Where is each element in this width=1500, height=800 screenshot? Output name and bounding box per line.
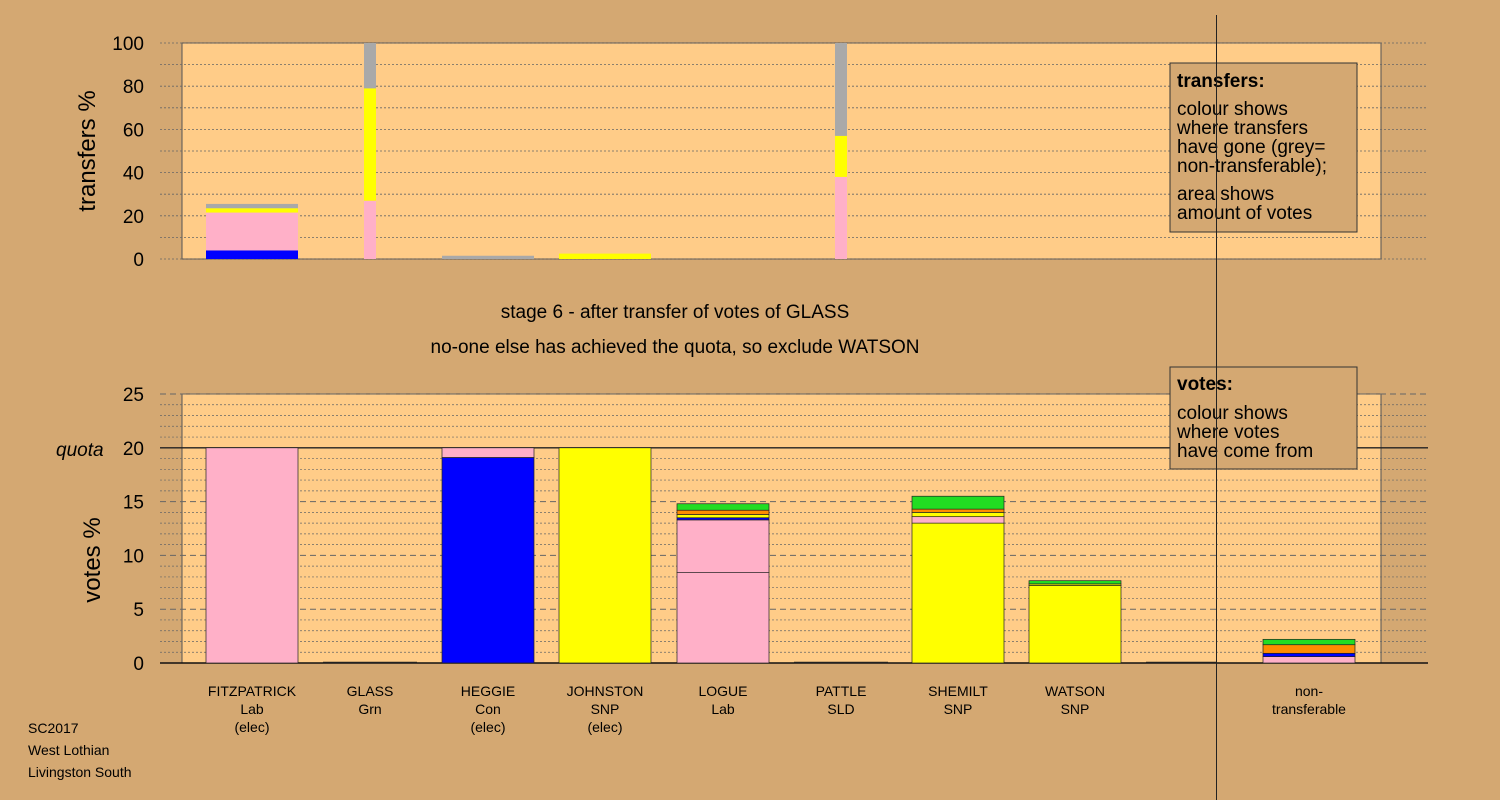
candidate-label: (elec) — [234, 719, 269, 735]
transfer-segment — [206, 203, 298, 209]
transfers-panel: 0 20 40 60 80 100 transfers % transfers: colo… — [74, 34, 1428, 271]
vote-segment — [676, 509, 770, 515]
vote-segment — [1262, 656, 1356, 664]
transfers-legend-line: non-transferable); — [1177, 156, 1327, 177]
votes-legend: votes: colour shows where votes have com… — [1169, 366, 1358, 470]
votes-panel: 0 5 10 15 20 25 FITZPATRICK Lab (elec) GLASS Grn H… — [56, 366, 1428, 735]
candidate-label: JOHNSTON — [567, 683, 644, 699]
transfer-segment — [206, 250, 298, 259]
candidate-label: (elec) — [470, 719, 505, 735]
transfer-segment — [206, 208, 298, 213]
footer-council: West Lothian — [28, 742, 109, 758]
transfers-legend-box — [1169, 62, 1358, 233]
footer-ward: Livingston South — [28, 764, 132, 780]
transfer-segment — [206, 212, 298, 251]
candidate-label: (elec) — [587, 719, 622, 735]
transfers-y-tick-label: 80 — [123, 77, 144, 98]
transfers-y-axis-label: transfers % — [74, 90, 101, 211]
vote-segment — [911, 495, 1005, 510]
vote-segment — [1262, 638, 1356, 646]
transfer-segment — [559, 253, 651, 259]
candidate-label: LOGUE — [698, 683, 747, 699]
transfer-segment — [364, 43, 376, 89]
vote-segment — [676, 572, 770, 664]
transfers-legend-line: colour shows — [1177, 99, 1288, 120]
candidate-label: Con — [475, 701, 501, 717]
transfer-segment — [835, 176, 847, 259]
votes-y-tick-label: 15 — [123, 493, 144, 514]
transfer-segment — [364, 88, 376, 201]
transfers-y-tick-label: 0 — [133, 250, 144, 271]
votes-y-tick-label: 5 — [133, 600, 144, 621]
votes-legend-line: where votes — [1176, 422, 1279, 443]
votes-y-tick-label: 10 — [123, 546, 144, 567]
candidate-label: SNP — [1061, 701, 1090, 717]
vote-segment — [1262, 652, 1356, 657]
transfers-legend-title: transfers: — [1177, 71, 1265, 92]
vote-segment — [1028, 585, 1122, 664]
votes-legend-box — [1169, 366, 1358, 470]
transfers-legend: transfers: colour shows where transfers … — [1169, 62, 1358, 233]
votes-legend-line: colour shows — [1177, 403, 1288, 424]
votes-bars — [205, 447, 1356, 664]
footer-election: SC2017 — [28, 720, 79, 736]
vote-segment — [911, 508, 1005, 513]
vote-segment — [911, 522, 1005, 664]
transfers-y-tick-label: 60 — [123, 120, 144, 141]
vote-segment — [441, 447, 535, 458]
transfers-y-tick-label: 100 — [112, 34, 144, 55]
candidate-label: FITZPATRICK — [208, 683, 297, 699]
candidate-labels: FITZPATRICK Lab (elec) GLASS Grn HEGGIE Con (el… — [208, 683, 1346, 735]
decision-caption: no-one else has achieved the quota, so e… — [431, 337, 920, 358]
stage-caption: stage 6 - after transfer of votes of GLA… — [501, 302, 850, 323]
transfers-y-ticks: 0 20 40 60 80 100 — [112, 34, 144, 271]
transfer-segment — [835, 135, 847, 177]
transfer-segment — [364, 200, 376, 259]
quota-label: quota — [56, 440, 104, 461]
candidate-label: GLASS — [347, 683, 394, 699]
vote-segment — [558, 447, 652, 664]
votes-legend-line: have come from — [1177, 441, 1313, 462]
candidate-label: transferable — [1272, 701, 1346, 717]
candidate-label: non- — [1295, 683, 1323, 699]
vote-segment — [441, 457, 535, 664]
transfers-y-tick-label: 20 — [123, 207, 144, 228]
votes-y-ticks: 0 5 10 15 20 25 — [123, 385, 144, 675]
candidate-label: Grn — [358, 701, 381, 717]
transfers-bars — [206, 43, 847, 259]
candidate-label: PATTLE — [816, 683, 867, 699]
votes-y-tick-label: 0 — [133, 654, 144, 675]
candidate-label: Lab — [240, 701, 264, 717]
vote-segment — [676, 503, 770, 511]
transfers-legend-line: amount of votes — [1177, 203, 1312, 224]
candidate-label: SNP — [944, 701, 973, 717]
transfer-segment — [835, 43, 847, 136]
transfer-segment — [442, 255, 534, 259]
votes-y-tick-label: 20 — [123, 439, 144, 460]
candidate-label: WATSON — [1045, 683, 1105, 699]
votes-y-tick-label: 25 — [123, 385, 144, 406]
vote-segment — [676, 519, 770, 573]
vote-segment — [911, 512, 1005, 518]
votes-y-axis-label: votes % — [79, 517, 106, 602]
transfers-legend-line: have gone (grey= — [1177, 137, 1325, 158]
transfers-legend-line: where transfers — [1176, 118, 1308, 139]
candidate-label: Lab — [711, 701, 735, 717]
vote-segment — [1262, 644, 1356, 654]
vote-segment — [911, 516, 1005, 524]
vote-segment — [676, 514, 770, 519]
vote-segment — [205, 447, 299, 664]
transfers-legend-line: area shows — [1177, 184, 1274, 205]
votes-legend-title: votes: — [1177, 374, 1233, 395]
candidate-label: HEGGIE — [461, 683, 515, 699]
candidate-label: SHEMILT — [928, 683, 988, 699]
candidate-label: SLD — [827, 701, 854, 717]
transfers-y-tick-label: 40 — [123, 164, 144, 185]
candidate-label: SNP — [591, 701, 620, 717]
vote-segment — [1028, 580, 1122, 585]
